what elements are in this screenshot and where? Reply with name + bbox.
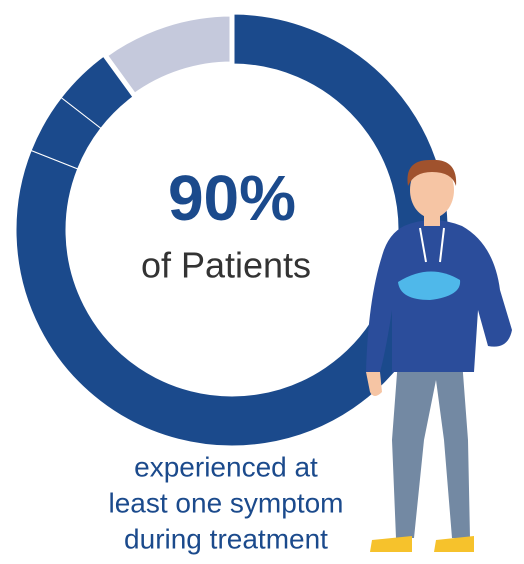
caption-line: experienced at xyxy=(134,451,318,482)
donut-chart xyxy=(15,11,449,447)
caption-line: least one symptom xyxy=(109,487,344,518)
subheadline: of Patients xyxy=(141,245,311,286)
donut-segment xyxy=(101,11,235,100)
headline: 90% xyxy=(168,162,296,234)
caption-line: during treatment xyxy=(124,523,328,554)
person-illustration xyxy=(366,159,512,552)
